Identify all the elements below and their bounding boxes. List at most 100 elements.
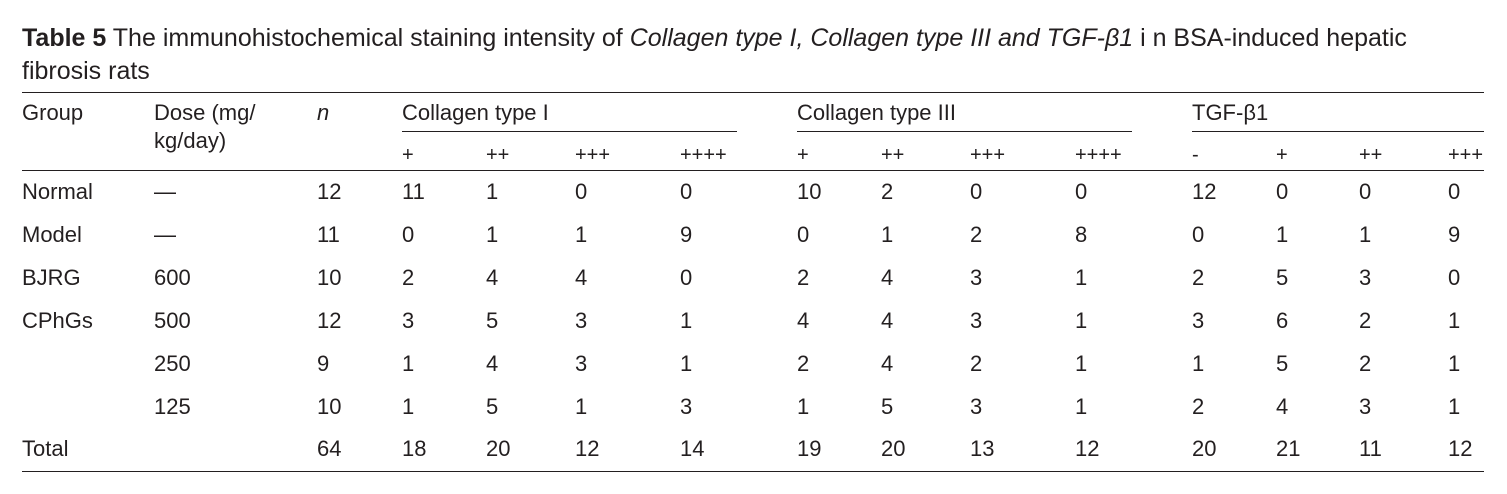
table-cell: 1 [1075,265,1088,290]
subheader-cell: + [1276,144,1288,166]
subheader-cell: +++ [970,144,1006,166]
table-cell: 1 [575,222,588,247]
table-cell: 10 [797,179,822,204]
table-cell: 1 [486,222,499,247]
table-cell: 3 [970,308,983,333]
table-cell: 11 [1359,436,1382,461]
table-cell: 14 [680,436,705,461]
table-cell: 0 [1448,179,1461,204]
row-n: 10 [317,394,342,419]
table-cell: 0 [402,222,415,247]
table-cell: 1 [797,394,810,419]
table-cell: 2 [970,351,983,376]
table-cell: 0 [1276,179,1289,204]
table-cell: 2 [402,265,415,290]
table-cell: 1 [680,308,693,333]
header-collagen-1: Collagen type I [402,100,549,125]
header-n: n [317,100,330,125]
table-cell: 0 [575,179,588,204]
table-cell: 1 [881,222,894,247]
row-n: 12 [317,308,342,333]
row-dose: 125 [154,394,191,419]
table-cell: 6 [1276,308,1289,333]
table-cell: 1 [1192,351,1205,376]
table-cell: 3 [1192,308,1205,333]
table-cell: 5 [486,308,499,333]
table-cell: 11 [402,179,425,204]
subheader-cell: ++ [1359,144,1383,166]
table-cell: 13 [970,436,995,461]
subheader-cell: - [1192,144,1199,166]
table-cell: 0 [1075,179,1088,204]
table-cell: 20 [1192,436,1217,461]
subheader-cell: ++ [881,144,905,166]
table-cell: 1 [402,394,415,419]
row-n: 12 [317,179,342,204]
table-cell: 1 [1448,351,1461,376]
subheader-cell: ++++ [1075,144,1122,166]
table-cell: 20 [486,436,511,461]
table-cell: 1 [1359,222,1372,247]
table-cell: 0 [680,265,693,290]
table-cell: 12 [1448,436,1473,461]
table-cell: 2 [881,179,894,204]
table-cell: 18 [402,436,427,461]
table-cell: 3 [970,394,983,419]
table-cell: 4 [486,351,499,376]
table-cell: 1 [1075,394,1088,419]
table-cell: 0 [1192,222,1205,247]
table-cell: 4 [881,351,894,376]
table-cell: 0 [970,179,983,204]
subheader-cell: +++ [575,144,611,166]
bottom-rule [22,471,1484,472]
table-cell: 5 [1276,351,1289,376]
table-cell: 0 [1448,265,1461,290]
table-cell: 0 [680,179,693,204]
subheader-cell: ++ [486,144,510,166]
top-rule [22,92,1484,93]
table-cell: 4 [881,265,894,290]
row-n: 10 [317,265,342,290]
table-label: Table 5 [22,24,107,52]
table-cell: 3 [1359,394,1372,419]
row-group: Model [22,222,82,247]
row-group: Normal [22,179,93,204]
table-cell: 19 [797,436,822,461]
table-cell: 2 [970,222,983,247]
table-cell: 4 [797,308,810,333]
table-cell: 12 [575,436,600,461]
header-tgf-b1: TGF-β1 [1192,100,1269,125]
row-dose: 500 [154,308,191,333]
table-cell: 1 [486,179,499,204]
row-n: 9 [317,351,330,376]
subheader-cell: + [402,144,414,166]
table-cell: 4 [575,265,588,290]
row-n: 11 [317,222,340,247]
table-cell: 2 [1359,351,1372,376]
table-cell: 5 [486,394,499,419]
table-cell: 3 [970,265,983,290]
table-cell: 3 [680,394,693,419]
table-cell: 3 [575,308,588,333]
table-cell: 5 [881,394,894,419]
table-cell: 21 [1276,436,1301,461]
header-dose-line1: Dose (mg/ [154,100,256,125]
row-group: CPhGs [22,308,93,333]
header-group: Group [22,100,84,125]
subheader-cell: +++ [1448,144,1484,166]
table-cell: 1 [680,351,693,376]
table-cell: 4 [486,265,499,290]
table-cell: 1 [1448,308,1461,333]
row-group: BJRG [22,265,81,290]
row-dose: 600 [154,265,191,290]
table-cell: 12 [1075,436,1100,461]
table-cell: 2 [797,351,810,376]
header-collagen-3: Collagen type III [797,100,956,125]
group-rule-collagen-1 [402,131,737,132]
group-rule-tgf [1192,131,1484,132]
caption-italic: Collagen type I, Collagen type III and T… [629,24,1134,52]
header-rule [22,170,1484,171]
row-n: 64 [317,436,342,461]
table-cell: 3 [1359,265,1372,290]
table-cell: 2 [1192,394,1205,419]
